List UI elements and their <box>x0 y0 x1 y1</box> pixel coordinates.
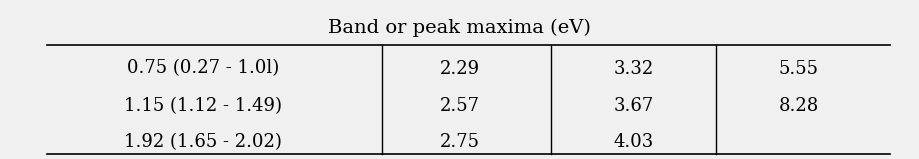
Text: 8.28: 8.28 <box>778 97 819 115</box>
Text: 3.32: 3.32 <box>614 60 653 78</box>
Text: 2.29: 2.29 <box>439 60 480 78</box>
Text: 2.57: 2.57 <box>439 97 480 115</box>
Text: 5.55: 5.55 <box>778 60 819 78</box>
Text: 2.75: 2.75 <box>439 133 480 151</box>
Text: 0.75 (0.27 - 1.0l): 0.75 (0.27 - 1.0l) <box>127 60 279 78</box>
Text: 1.92 (1.65 - 2.02): 1.92 (1.65 - 2.02) <box>124 133 282 151</box>
Text: 4.03: 4.03 <box>614 133 653 151</box>
Text: Band or peak maxima (eV): Band or peak maxima (eV) <box>328 19 591 37</box>
Text: 3.67: 3.67 <box>614 97 653 115</box>
Text: 1.15 (1.12 - 1.49): 1.15 (1.12 - 1.49) <box>124 97 282 115</box>
